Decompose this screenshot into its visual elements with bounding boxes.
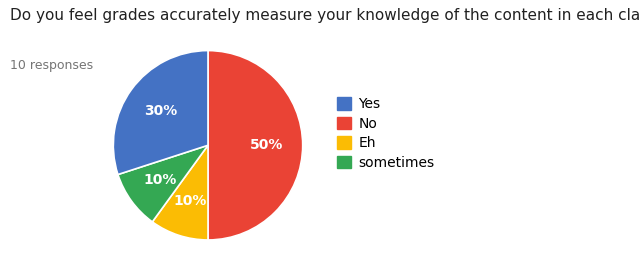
Text: Do you feel grades accurately measure your knowledge of the content in each clas: Do you feel grades accurately measure yo…	[10, 8, 640, 23]
Wedge shape	[208, 51, 303, 240]
Wedge shape	[152, 145, 208, 240]
Wedge shape	[118, 145, 208, 222]
Legend: Yes, No, Eh, sometimes: Yes, No, Eh, sometimes	[333, 93, 438, 174]
Text: 50%: 50%	[250, 138, 284, 152]
Wedge shape	[113, 51, 208, 175]
Text: 10%: 10%	[173, 194, 207, 208]
Text: 10 responses: 10 responses	[10, 59, 93, 72]
Text: 30%: 30%	[144, 104, 177, 118]
Text: 10%: 10%	[144, 173, 177, 187]
